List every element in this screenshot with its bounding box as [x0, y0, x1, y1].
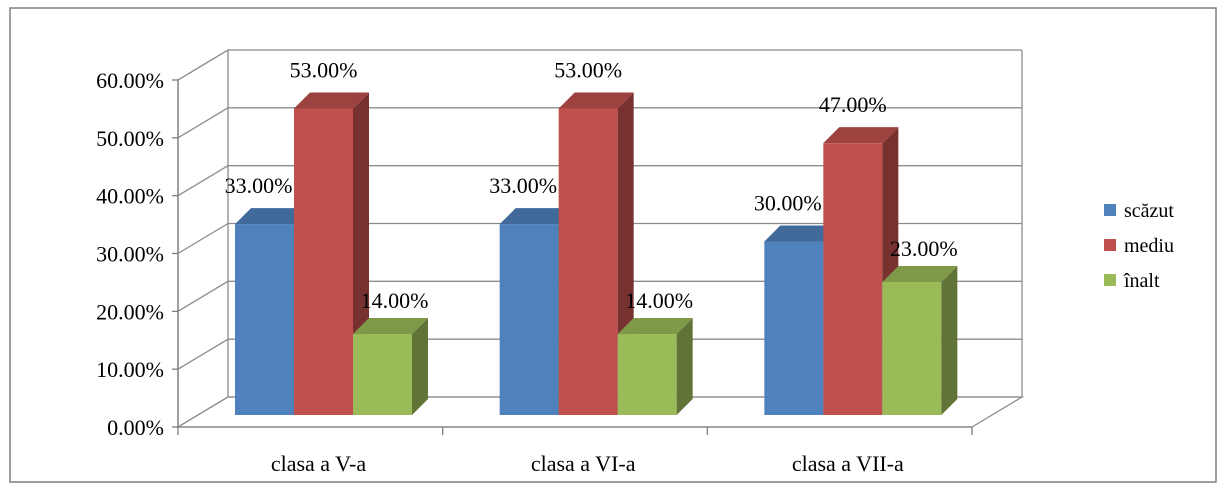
- bar-mediu-2: [823, 127, 899, 415]
- bar-top: [764, 225, 840, 242]
- bars: [235, 92, 958, 415]
- legend-label-înalt: înalt: [1123, 270, 1160, 292]
- gridline-6: [177, 49, 1022, 81]
- bar-înalt-0: [353, 318, 428, 415]
- bar-top: [294, 92, 369, 109]
- y-axis-tick-labels: 0.00% 10.00% 20.00% 30.00% 40.00% 50.00% 60.00…: [96, 68, 179, 440]
- y-tick-label-0: 0.00%: [107, 415, 164, 440]
- y-tick-label-3: 30.00%: [96, 242, 164, 267]
- bar-front: [617, 334, 677, 415]
- gridline-5: [177, 107, 1022, 139]
- bar-top: [823, 127, 899, 144]
- bar-front: [235, 224, 294, 415]
- y-tick-label-4: 40.00%: [96, 184, 164, 209]
- x-category-label-0: clasa a V-a: [271, 451, 367, 476]
- gridline-0: [177, 396, 1022, 428]
- data-label-mediu-0: 53.00%: [290, 57, 358, 82]
- bar-top: [558, 92, 634, 109]
- bar-front: [764, 241, 824, 415]
- data-label-scăzut-1: 33.00%: [489, 173, 557, 198]
- data-label-scăzut-0: 33.00%: [225, 173, 293, 198]
- data-label-mediu-2: 47.00%: [819, 92, 887, 117]
- bar-front: [882, 281, 942, 415]
- bar-side: [412, 318, 428, 415]
- bar-top: [882, 265, 958, 282]
- bar-front: [499, 224, 559, 415]
- x-category-label-1: clasa a VI-a: [531, 451, 636, 476]
- bar-side: [676, 318, 693, 415]
- bar-top: [617, 318, 693, 335]
- gridline-4: [177, 165, 1022, 197]
- legend-swatch-mediu: [1104, 239, 1116, 251]
- data-label-înalt-2: 23.00%: [890, 236, 958, 261]
- legend-label-mediu: mediu: [1124, 235, 1174, 257]
- data-label-înalt-0: 14.00%: [361, 288, 429, 313]
- y-tick-label-5: 50.00%: [96, 126, 164, 151]
- gridline-3: [177, 222, 1022, 255]
- bar-top: [235, 208, 310, 225]
- data-label-înalt-1: 14.00%: [625, 288, 693, 313]
- y-tick-label-2: 20.00%: [96, 299, 164, 324]
- y-tick-label-1: 10.00%: [96, 357, 164, 382]
- bar-top: [353, 318, 428, 335]
- bar-top: [499, 208, 575, 225]
- y-tick-label-6: 60.00%: [96, 68, 164, 93]
- bar-side: [941, 265, 958, 415]
- x-axis-category-labels: clasa a V-a clasa a VI-a clasa a VII-a: [177, 426, 973, 476]
- legend-label-scăzut: scăzut: [1124, 200, 1174, 222]
- bar-front: [823, 143, 883, 415]
- gridline-2: [177, 280, 1022, 312]
- bar-înalt-2: [882, 265, 958, 415]
- legend: scăzut mediu înalt: [1104, 200, 1174, 292]
- data-label-scăzut-2: 30.00%: [754, 191, 822, 216]
- data-labels: 33.00% 53.00% 14.00% 33.00% 53.00% 14.00% 30.0…: [225, 57, 958, 313]
- legend-swatch-înalt: [1104, 274, 1116, 286]
- bar-mediu-1: [558, 92, 634, 415]
- data-label-mediu-1: 53.00%: [554, 57, 622, 82]
- x-category-label-2: clasa a VII-a: [792, 451, 904, 476]
- legend-swatch-scăzut: [1104, 204, 1116, 216]
- bar-front: [294, 108, 353, 415]
- bar-front: [353, 334, 412, 415]
- bar-front: [558, 108, 618, 415]
- gridlines: [177, 49, 1023, 428]
- bar-înalt-1: [617, 318, 693, 415]
- gridline-1: [177, 338, 1022, 370]
